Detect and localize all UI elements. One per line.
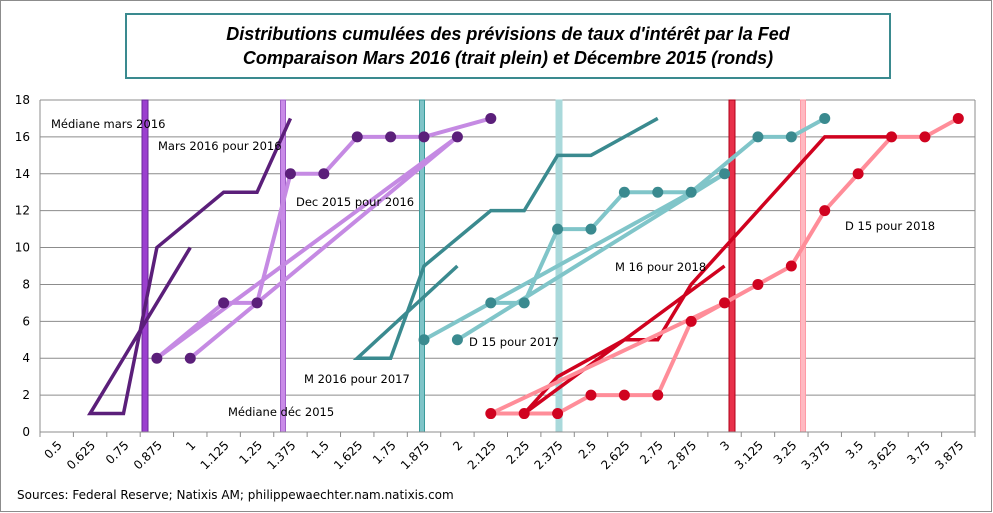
series-line [86,117,293,416]
data-point [719,168,731,180]
data-point [952,112,964,124]
data-point [719,297,731,309]
y-tick-label: 6 [22,314,30,328]
data-point [585,389,597,401]
y-tick-label: 10 [15,241,30,255]
median-line [800,99,806,433]
data-point [819,112,831,124]
data-point [485,408,497,420]
data-point [351,131,363,143]
data-point [685,315,697,327]
chart-title-line1: Distributions cumulées des prévisions de… [226,24,790,44]
data-point [518,408,530,420]
chart-title-line2: Comparaison Mars 2016 (trait plein) et D… [243,48,773,68]
data-point [618,389,630,401]
data-point [284,168,296,180]
y-tick-label: 4 [22,351,30,365]
data-point [852,168,864,180]
data-point [618,186,630,198]
series-line [352,116,659,360]
data-point [785,131,797,143]
data-point [585,223,597,235]
data-point [318,168,330,180]
data-point [752,131,764,143]
data-point [685,186,697,198]
data-point [385,131,397,143]
annotation-label: D 15 pour 2018 [845,219,935,233]
y-tick-label: 12 [15,204,30,218]
median-line [728,99,736,433]
data-point [886,131,898,143]
y-tick-label: 0 [22,425,30,439]
data-point [418,131,430,143]
y-tick-label: 14 [15,167,30,181]
source-note: Sources: Federal Reserve; Natixis AM; ph… [17,488,454,502]
data-point [218,297,230,309]
data-point [485,112,497,124]
data-point [451,131,463,143]
data-point [151,352,163,364]
y-tick-label: 18 [15,93,30,107]
data-point [251,297,263,309]
title-box [125,13,891,79]
data-point [485,297,497,309]
data-point [819,205,831,217]
y-tick-label: 8 [22,277,30,291]
annotation-label: M 16 pour 2018 [615,260,706,274]
data-point [752,278,764,290]
annotation-label: Mars 2016 pour 2016 [158,139,282,153]
data-point [919,131,931,143]
y-tick-label: 2 [22,388,30,402]
data-point [652,186,664,198]
data-point [652,389,664,401]
data-point [418,334,430,346]
data-point [184,352,196,364]
annotation-label: M 2016 pour 2017 [304,372,410,386]
median-line [141,99,149,433]
data-point [451,334,463,346]
annotation-label: Médiane mars 2016 [51,117,165,131]
data-point [552,223,564,235]
annotation-label: D 15 pour 2017 [469,335,559,349]
data-point [552,408,564,420]
data-point [518,297,530,309]
data-point [785,260,797,272]
y-tick-label: 16 [15,130,30,144]
annotation-label: Médiane déc 2015 [228,405,334,419]
annotation-label: Dec 2015 pour 2016 [296,195,414,209]
